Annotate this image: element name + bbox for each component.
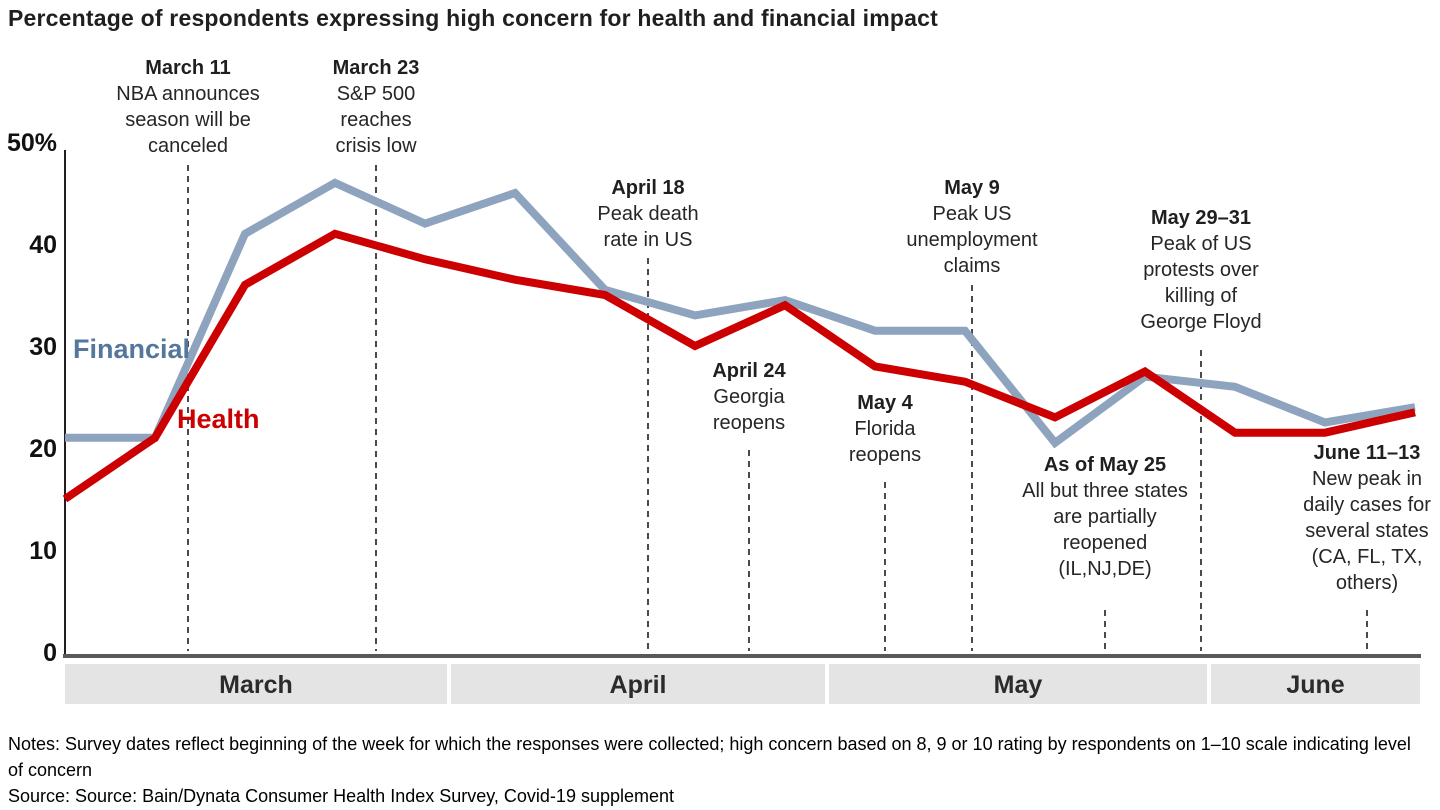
month-label: June	[1286, 671, 1344, 699]
y-tick-label: 10	[29, 537, 57, 565]
series-line-health	[62, 229, 1416, 503]
event-annotation: March 23 S&P 500 reaches crisis low	[256, 55, 496, 159]
month-label: May	[994, 671, 1043, 699]
chart-notes: Notes: Survey dates reflect beginning of…	[8, 731, 1420, 809]
event-annotation: May 9 Peak US unemployment claims	[852, 175, 1092, 279]
event-annotation-text: claims	[943, 255, 1001, 277]
event-annotation-text: others)	[1335, 572, 1399, 594]
event-annotation-text: reaches	[340, 109, 412, 131]
month-band-march	[65, 664, 447, 704]
event-annotation: May 4 Florida reopens	[765, 390, 1005, 468]
event-annotation-text: several states	[1305, 520, 1429, 542]
event-annotation-text: daily cases for	[1303, 494, 1431, 516]
event-annotation-text: unemployment	[906, 229, 1038, 251]
event-annotation-text: protests over	[1143, 259, 1259, 281]
event-annotation: April 18 Peak death rate in US	[528, 175, 768, 253]
y-tick-label: 0	[43, 639, 57, 667]
series-label-financial: Financial	[73, 334, 191, 364]
event-annotation-date: March 11	[145, 57, 231, 79]
event-annotation-date: As of May 25	[1043, 454, 1167, 476]
event-annotation-text: S&P 500	[336, 83, 416, 105]
event-annotation-text: killing of	[1164, 285, 1238, 307]
event-annotation-date: April 24	[712, 360, 786, 382]
event-annotation-text: Peak US	[932, 203, 1012, 225]
event-annotation-text: (IL,NJ,DE)	[1058, 558, 1152, 580]
event-annotation-text: (CA, FL, TX,	[1311, 546, 1423, 568]
month-label: April	[610, 671, 667, 699]
chart-title: Percentage of respondents expressing hig…	[8, 5, 939, 31]
month-band-april	[451, 664, 825, 704]
event-annotation-text: canceled	[147, 135, 229, 157]
event-annotation: June 11–13 New peak in daily cases for seve…	[1247, 440, 1440, 596]
month-band-june	[1211, 664, 1420, 704]
event-annotation-text: All but three states	[1022, 480, 1188, 502]
event-annotation: May 29–31 Peak of US protests over killing …	[1081, 205, 1321, 335]
event-annotation: March 11 NBA announces season will be cance…	[68, 55, 308, 159]
y-tick-label: 50%	[7, 129, 57, 157]
event-annotation-text: NBA announces	[116, 83, 260, 105]
month-band-may	[829, 664, 1207, 704]
event-annotation-text: reopens	[848, 444, 922, 466]
month-label: March	[219, 671, 293, 699]
event-annotation-date: June 11–13	[1313, 442, 1421, 464]
event-annotation-text: crisis low	[335, 135, 417, 157]
event-annotation-date: April 18	[611, 177, 685, 199]
event-annotation: April 24 Georgia reopens	[629, 358, 869, 436]
event-annotation-text: Peak of US	[1150, 233, 1252, 255]
series-line-financial	[65, 178, 1416, 449]
source-text: Source: Source: Bain/Dynata Consumer Hea…	[8, 786, 675, 806]
event-annotation-text: season will be	[125, 109, 251, 131]
event-annotation-date: March 23	[332, 57, 420, 79]
event-annotation-text: reopens	[712, 412, 786, 434]
event-annotation-date: May 4	[857, 392, 913, 414]
y-tick-label: 20	[29, 435, 57, 463]
event-annotation-text: Peak death	[597, 203, 699, 225]
event-annotation-text: reopened	[1062, 532, 1148, 554]
notes-text: Notes: Survey dates reflect beginning of…	[8, 734, 1411, 780]
event-annotation-text: rate in US	[603, 229, 693, 251]
series-label-health: Health	[177, 404, 260, 434]
event-annotation: As of May 25 All but three states are part…	[985, 452, 1225, 582]
event-annotation-text: Florida	[854, 418, 916, 440]
event-annotation-date: May 9	[944, 177, 1000, 199]
y-tick-label: 40	[29, 231, 57, 259]
event-annotation-date: May 29–31	[1150, 207, 1252, 229]
event-annotation-text: Georgia	[713, 386, 785, 408]
y-tick-label: 30	[29, 333, 57, 361]
event-annotation-text: New peak in	[1311, 468, 1423, 490]
event-annotation-text: George Floyd	[1140, 311, 1262, 333]
event-annotation-text: are partially	[1053, 506, 1157, 528]
